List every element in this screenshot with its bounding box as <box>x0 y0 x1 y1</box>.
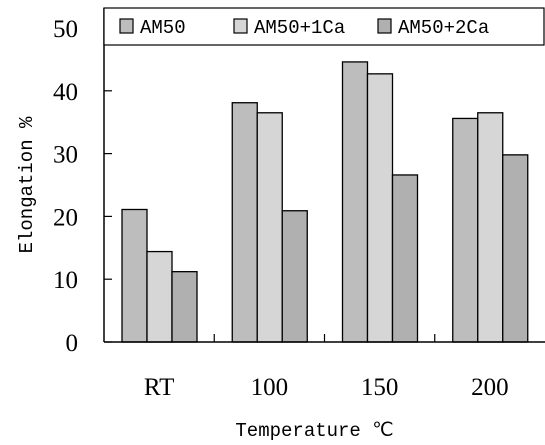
bar <box>341 61 369 343</box>
bar <box>502 154 529 343</box>
bar <box>452 117 479 343</box>
bar <box>146 250 173 343</box>
bar <box>477 112 504 343</box>
y-axis-title: Elongation % <box>16 116 38 253</box>
legend-label: AM50+2Ca <box>398 17 489 39</box>
y-axis-ticks: 0 10 20 30 40 50 <box>53 16 112 357</box>
y-tick-label: 20 <box>53 204 78 231</box>
bar <box>391 174 419 343</box>
bar <box>171 271 198 343</box>
y-tick-label: 40 <box>53 79 78 106</box>
x-tick-label: 100 <box>251 374 289 401</box>
x-axis-title: Temperature ℃ <box>235 420 393 442</box>
bar <box>366 73 394 343</box>
legend-label: AM50+1Ca <box>254 17 345 39</box>
bar-group <box>121 61 529 343</box>
x-tick-label: RT <box>144 374 174 401</box>
legend-swatch <box>119 18 134 34</box>
bar <box>256 112 283 343</box>
legend-swatch <box>233 18 248 34</box>
legend-swatch <box>377 18 392 34</box>
bar <box>281 210 308 343</box>
legend-label: AM50 <box>140 17 186 39</box>
x-axis-ticks: RT 100 150 200 <box>144 334 509 401</box>
bar <box>121 208 148 343</box>
x-tick-label: 150 <box>361 374 399 401</box>
y-tick-label: 10 <box>53 267 78 294</box>
y-tick-label: 0 <box>66 330 79 357</box>
x-tick-label: 200 <box>471 374 509 401</box>
legend: AM50 AM50+1Ca AM50+2Ca <box>103 7 545 46</box>
y-tick-label: 50 <box>53 16 78 43</box>
y-tick-label: 30 <box>53 142 78 169</box>
bar <box>231 102 258 343</box>
legend-box <box>103 7 545 46</box>
